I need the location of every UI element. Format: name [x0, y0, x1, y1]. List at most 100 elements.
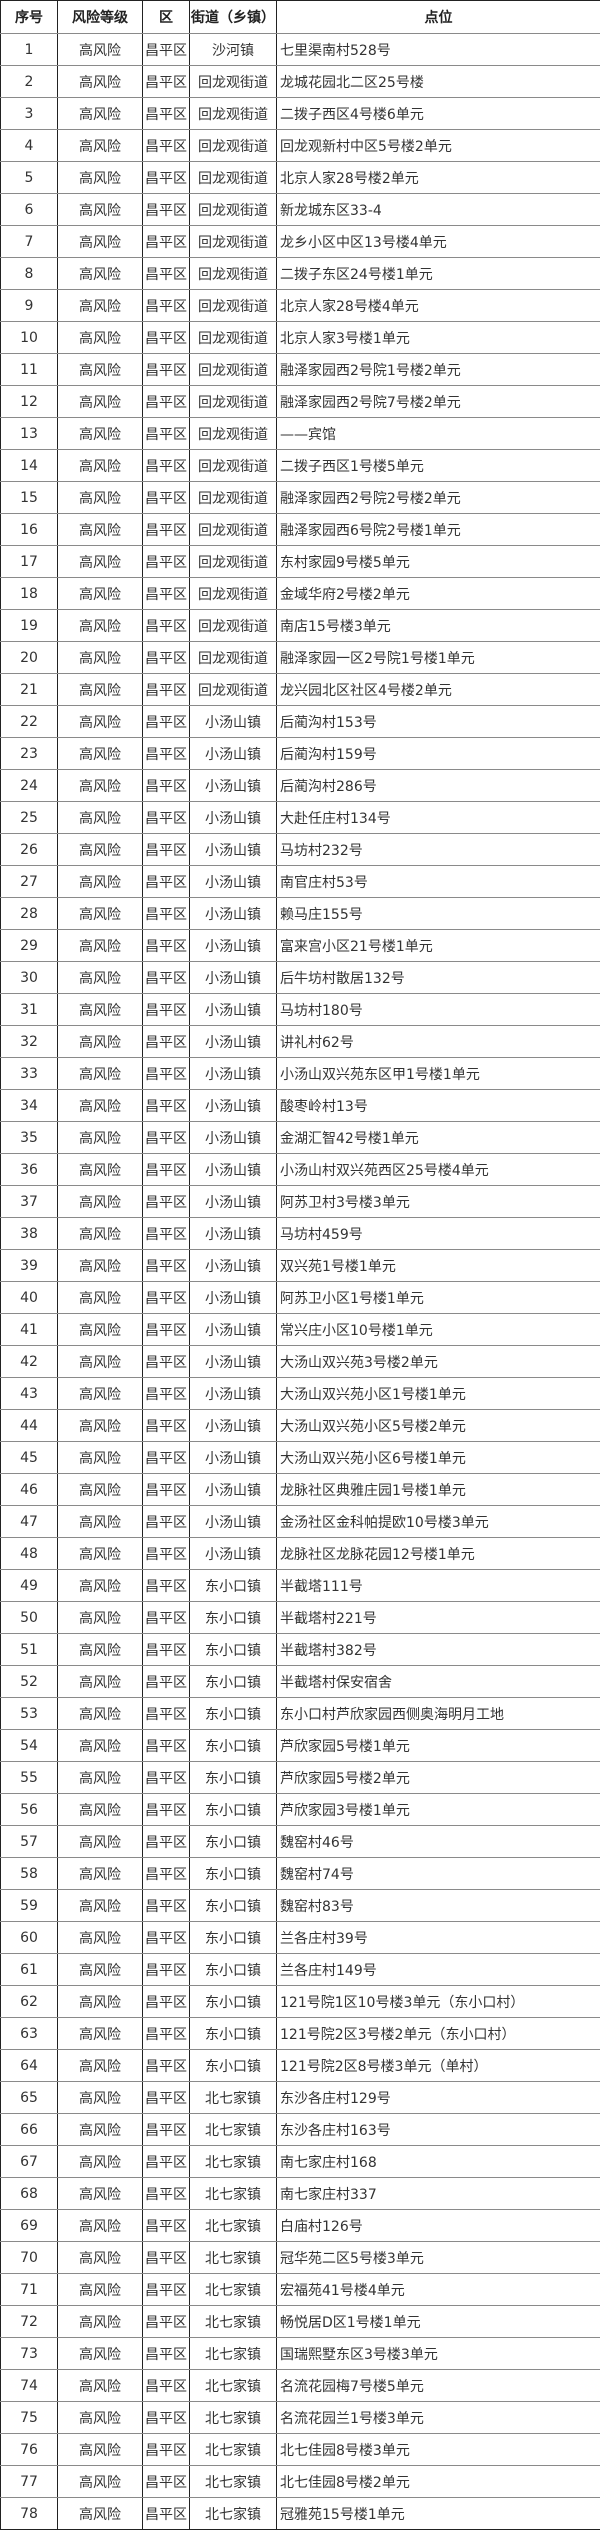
cell-street: 小汤山镇	[189, 1473, 277, 1506]
table-row: 52 高风险 昌平区 东小口镇 半截塔村保安宿舍	[0, 1665, 600, 1698]
table-row: 71 高风险 昌平区 北七家镇 宏福苑41号楼4单元	[0, 2273, 600, 2306]
table-row: 70 高风险 昌平区 北七家镇 冠华苑二区5号楼3单元	[0, 2241, 600, 2274]
cell-risk-level: 高风险	[57, 609, 143, 642]
cell-risk-level: 高风险	[57, 481, 143, 514]
cell-no: 24	[0, 769, 58, 802]
cell-location: 后蔺沟村286号	[276, 769, 600, 802]
table-row: 30 高风险 昌平区 小汤山镇 后牛坊村散居132号	[0, 961, 600, 994]
cell-risk-level: 高风险	[57, 1953, 143, 1986]
cell-location: 冠华苑二区5号楼3单元	[276, 2241, 600, 2274]
cell-no: 28	[0, 897, 58, 930]
cell-district: 昌平区	[142, 1505, 190, 1538]
cell-risk-level: 高风险	[57, 2113, 143, 2146]
cell-street: 沙河镇	[189, 33, 277, 66]
cell-street: 小汤山镇	[189, 1153, 277, 1186]
cell-district: 昌平区	[142, 1697, 190, 1730]
cell-no: 52	[0, 1665, 58, 1698]
cell-street: 回龙观街道	[189, 609, 277, 642]
cell-street: 东小口镇	[189, 1889, 277, 1922]
table-row: 77 高风险 昌平区 北七家镇 北七佳园8号楼2单元	[0, 2465, 600, 2498]
cell-risk-level: 高风险	[57, 1761, 143, 1794]
table-row: 44 高风险 昌平区 小汤山镇 大汤山双兴苑小区5号楼2单元	[0, 1409, 600, 1442]
cell-district: 昌平区	[142, 865, 190, 898]
cell-no: 73	[0, 2337, 58, 2370]
cell-no: 74	[0, 2369, 58, 2402]
cell-location: 大汤山双兴苑小区5号楼2单元	[276, 1409, 600, 1442]
cell-no: 27	[0, 865, 58, 898]
cell-street: 小汤山镇	[189, 1537, 277, 1570]
cell-street: 小汤山镇	[189, 1025, 277, 1058]
cell-district: 昌平区	[142, 1473, 190, 1506]
cell-risk-level: 高风险	[57, 833, 143, 866]
cell-risk-level: 高风险	[57, 1313, 143, 1346]
header-no: 序号	[0, 0, 58, 34]
cell-district: 昌平区	[142, 2081, 190, 2114]
cell-street: 小汤山镇	[189, 769, 277, 802]
cell-no: 22	[0, 705, 58, 738]
cell-street: 回龙观街道	[189, 97, 277, 130]
cell-district: 昌平区	[142, 1953, 190, 1986]
table-row: 4 高风险 昌平区 回龙观街道 回龙观新村中区5号楼2单元	[0, 129, 600, 162]
cell-location: 回龙观新村中区5号楼2单元	[276, 129, 600, 162]
cell-street: 小汤山镇	[189, 961, 277, 994]
cell-street: 北七家镇	[189, 2081, 277, 2114]
table-row: 18 高风险 昌平区 回龙观街道 金域华府2号楼2单元	[0, 577, 600, 610]
table-row: 41 高风险 昌平区 小汤山镇 常兴庄小区10号楼1单元	[0, 1313, 600, 1346]
cell-street: 回龙观街道	[189, 545, 277, 578]
cell-district: 昌平区	[142, 641, 190, 674]
cell-location: 马坊村232号	[276, 833, 600, 866]
cell-risk-level: 高风险	[57, 1377, 143, 1410]
cell-street: 东小口镇	[189, 2017, 277, 2050]
cell-district: 昌平区	[142, 2465, 190, 2498]
cell-location: 名流花园兰1号楼3单元	[276, 2401, 600, 2434]
table-row: 14 高风险 昌平区 回龙观街道 二拨子西区1号楼5单元	[0, 449, 600, 482]
cell-location: 半截塔111号	[276, 1569, 600, 1602]
cell-street: 北七家镇	[189, 2241, 277, 2274]
cell-street: 东小口镇	[189, 1665, 277, 1698]
cell-risk-level: 高风险	[57, 1665, 143, 1698]
cell-risk-level: 高风险	[57, 897, 143, 930]
cell-no: 59	[0, 1889, 58, 1922]
cell-location: 兰各庄村149号	[276, 1953, 600, 1986]
cell-street: 小汤山镇	[189, 929, 277, 962]
cell-district: 昌平区	[142, 1313, 190, 1346]
cell-location: 东村家园9号楼5单元	[276, 545, 600, 578]
table-row: 74 高风险 昌平区 北七家镇 名流花园梅7号楼5单元	[0, 2369, 600, 2402]
cell-risk-level: 高风险	[57, 449, 143, 482]
cell-location: 大汤山双兴苑3号楼2单元	[276, 1345, 600, 1378]
table-row: 67 高风险 昌平区 北七家镇 南七家庄村168	[0, 2145, 600, 2178]
cell-district: 昌平区	[142, 2241, 190, 2274]
cell-street: 回龙观街道	[189, 577, 277, 610]
cell-location: 冠雅苑15号楼1单元	[276, 2497, 600, 2530]
cell-street: 回龙观街道	[189, 641, 277, 674]
cell-district: 昌平区	[142, 1665, 190, 1698]
cell-district: 昌平区	[142, 801, 190, 834]
cell-risk-level: 高风险	[57, 257, 143, 290]
cell-district: 昌平区	[142, 1153, 190, 1186]
cell-location: 二拨子西区1号楼5单元	[276, 449, 600, 482]
cell-district: 昌平区	[142, 1889, 190, 1922]
cell-street: 东小口镇	[189, 1633, 277, 1666]
cell-no: 53	[0, 1697, 58, 1730]
cell-no: 72	[0, 2305, 58, 2338]
cell-risk-level: 高风险	[57, 929, 143, 962]
cell-district: 昌平区	[142, 1185, 190, 1218]
cell-location: 南七家庄村168	[276, 2145, 600, 2178]
cell-district: 昌平区	[142, 2401, 190, 2434]
cell-location: 北京人家28号楼2单元	[276, 161, 600, 194]
cell-no: 35	[0, 1121, 58, 1154]
table-row: 7 高风险 昌平区 回龙观街道 龙乡小区中区13号楼4单元	[0, 225, 600, 258]
cell-no: 77	[0, 2465, 58, 2498]
cell-district: 昌平区	[142, 2273, 190, 2306]
cell-location: 宏福苑41号楼4单元	[276, 2273, 600, 2306]
cell-street: 小汤山镇	[189, 1121, 277, 1154]
cell-street: 回龙观街道	[189, 161, 277, 194]
cell-location: 魏窑村46号	[276, 1825, 600, 1858]
cell-no: 45	[0, 1441, 58, 1474]
cell-no: 55	[0, 1761, 58, 1794]
table-row: 43 高风险 昌平区 小汤山镇 大汤山双兴苑小区1号楼1单元	[0, 1377, 600, 1410]
table-row: 6 高风险 昌平区 回龙观街道 新龙城东区33-4	[0, 193, 600, 226]
cell-risk-level: 高风险	[57, 577, 143, 610]
cell-district: 昌平区	[142, 1345, 190, 1378]
cell-street: 回龙观街道	[189, 385, 277, 418]
